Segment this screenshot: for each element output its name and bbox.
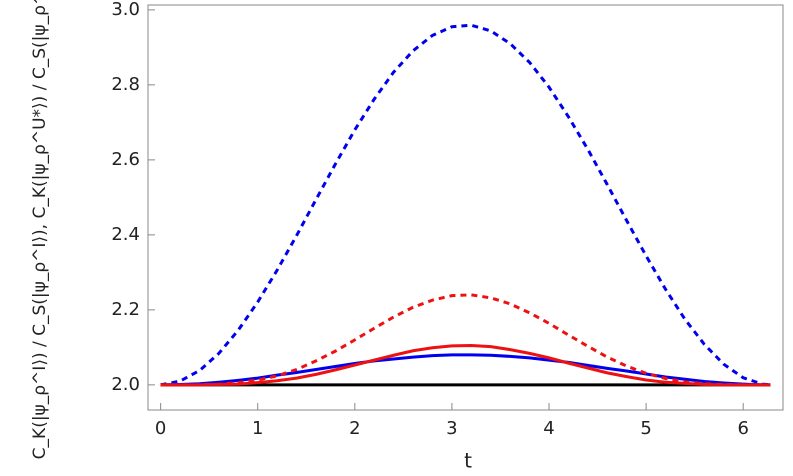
x-tick-label: 2 xyxy=(349,418,360,439)
x-tick-label: 4 xyxy=(543,418,554,439)
plot-frame xyxy=(147,4,784,411)
x-tick-label: 3 xyxy=(446,418,457,439)
x-tick-label: 1 xyxy=(252,418,263,439)
x-tick-label: 0 xyxy=(155,418,166,439)
y-tick-label: 2.0 xyxy=(111,374,140,395)
series-line xyxy=(160,293,771,387)
series-line xyxy=(160,343,771,387)
y-axis-label: C_K(|ψ_ρ^I⟩) / C_S(|ψ_ρ^I⟩), C_K(|ψ_ρ^U*… xyxy=(30,0,50,459)
x-tick-label: 5 xyxy=(640,418,651,439)
x-tick-label: 6 xyxy=(737,418,748,439)
x-axis-label: t xyxy=(464,449,472,473)
series-line xyxy=(160,23,771,387)
y-tick-label: 2.4 xyxy=(111,224,140,245)
y-tick-label: 2.6 xyxy=(111,149,140,170)
y-tick-label: 3.0 xyxy=(111,0,140,20)
y-tick-label: 2.2 xyxy=(111,299,140,320)
y-tick-label: 2.8 xyxy=(111,74,140,95)
